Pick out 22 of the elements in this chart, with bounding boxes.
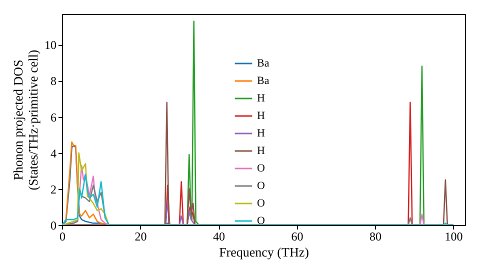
legend-label: H bbox=[257, 145, 265, 157]
y-tick-label: 4 bbox=[50, 146, 56, 160]
x-tick-label: 40 bbox=[213, 230, 226, 244]
x-tick-label: 100 bbox=[444, 230, 463, 244]
x-tick-label: 0 bbox=[60, 230, 66, 244]
legend-label: H bbox=[257, 128, 265, 140]
legend-label: O bbox=[257, 180, 265, 192]
y-tick-label: 8 bbox=[50, 74, 56, 88]
y-tick-label: 2 bbox=[50, 182, 56, 196]
x-tick-label: 20 bbox=[134, 230, 147, 244]
legend-label: O bbox=[257, 162, 265, 174]
y-tick-label: 0 bbox=[50, 218, 56, 232]
legend-label: Ba bbox=[257, 75, 270, 87]
legend-label: H bbox=[257, 92, 265, 104]
legend-label: Ba bbox=[257, 58, 270, 70]
y-tick-label: 10 bbox=[44, 38, 56, 52]
x-axis-title: Frequency (THz) bbox=[219, 244, 309, 260]
legend-label: H bbox=[257, 110, 265, 122]
y-tick-label: 6 bbox=[50, 110, 56, 124]
x-tick-label: 80 bbox=[370, 230, 382, 244]
y-axis-title: Phonon projected DOS (States/THz·primitive cell) bbox=[10, 50, 40, 190]
x-tick-label: 60 bbox=[291, 230, 304, 244]
